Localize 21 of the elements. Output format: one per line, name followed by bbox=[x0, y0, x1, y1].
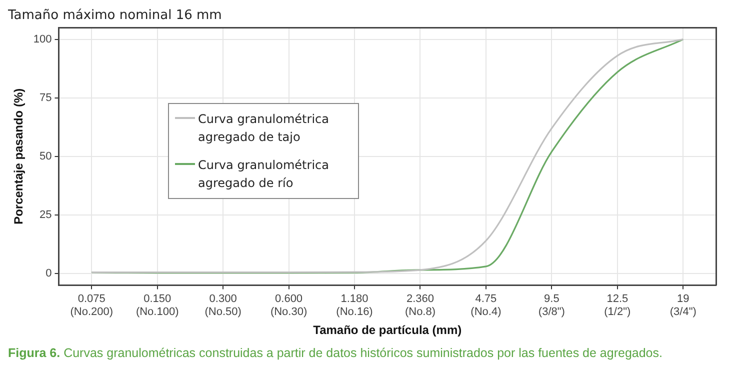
x-tick-label: 0.150 (No.100) bbox=[136, 292, 179, 318]
y-axis-title: Porcentaje pasando (%) bbox=[12, 88, 26, 224]
x-tick-label: 9.5 (3/8") bbox=[538, 292, 565, 318]
x-tick-label: 0.300 (No.50) bbox=[204, 292, 242, 318]
text: Figura 6. Curvas granulométricas construidas a partir de datos históricos suministrados por las fuentes de agregados. bbox=[8, 346, 662, 360]
x-tick-label: 0.600 (No.30) bbox=[270, 292, 308, 318]
x-tick-label: 2.360 (No.8) bbox=[404, 292, 436, 318]
x-tick-label: 19 (3/4") bbox=[670, 292, 696, 318]
legend-label: Curva granulométrica agregado de río bbox=[198, 157, 330, 192]
y-tick-label: 0 bbox=[46, 268, 52, 280]
x-tick-label: 0.075 (No.200) bbox=[70, 292, 114, 318]
legend-label: Curva granulométrica agregado de tajo bbox=[198, 111, 330, 146]
y-tick-label: 50 bbox=[40, 150, 52, 162]
y-tick-label: 75 bbox=[40, 92, 52, 104]
x-tick-label: 1.180 (No.16) bbox=[336, 292, 373, 318]
x-tick-label: 4.75 (No.4) bbox=[470, 292, 502, 318]
chart-title: Tamaño máximo nominal 16 mm bbox=[7, 8, 222, 24]
x-axis-title: Tamaño de partícula (mm) bbox=[313, 323, 462, 338]
x-tick-label: 12.5 (1/2") bbox=[604, 292, 631, 318]
y-tick-label: 100 bbox=[33, 33, 52, 46]
y-tick-label: 25 bbox=[40, 208, 52, 221]
